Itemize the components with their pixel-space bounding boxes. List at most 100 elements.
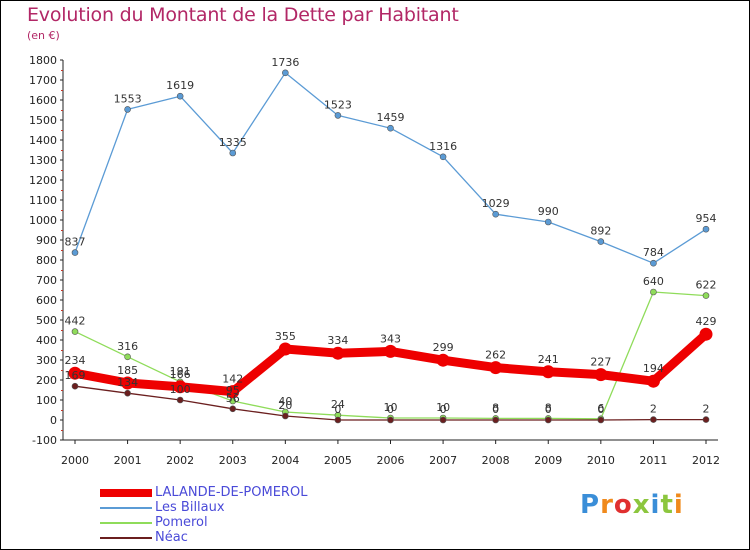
logo-letter: x bbox=[632, 490, 651, 520]
data-label: 185 bbox=[117, 364, 138, 377]
data-point bbox=[541, 365, 555, 379]
data-label: 837 bbox=[65, 236, 86, 249]
data-label: 40 bbox=[278, 395, 292, 408]
data-label: 2 bbox=[703, 403, 710, 416]
data-point bbox=[702, 225, 710, 233]
data-point bbox=[71, 249, 79, 256]
data-point bbox=[282, 412, 289, 420]
data-label: 1523 bbox=[324, 98, 352, 111]
y-tick-label: 1300 bbox=[29, 154, 57, 167]
data-point bbox=[282, 69, 289, 77]
legend-swatch bbox=[100, 507, 152, 509]
data-label: 640 bbox=[643, 275, 664, 288]
data-label: 2 bbox=[650, 403, 657, 416]
legend-item-neac: Néac bbox=[100, 530, 400, 545]
proxiti-logo: Proxiti bbox=[580, 490, 684, 520]
x-tick-label: 2007 bbox=[429, 454, 457, 467]
data-label: 8 bbox=[492, 401, 499, 414]
y-tick-label: 200 bbox=[36, 374, 57, 387]
data-label: 6 bbox=[597, 402, 604, 415]
series-line-1 bbox=[74, 72, 707, 264]
data-point bbox=[173, 380, 187, 394]
x-tick-label: 2000 bbox=[61, 454, 89, 467]
x-tick-label: 2012 bbox=[692, 454, 720, 467]
y-tick-label: 1200 bbox=[29, 174, 57, 187]
data-label: 1335 bbox=[219, 136, 247, 149]
data-point bbox=[229, 149, 237, 157]
data-labels: 8371553161913351736152314591316102999089… bbox=[65, 56, 717, 416]
data-label: 1316 bbox=[429, 140, 457, 153]
data-label: 990 bbox=[538, 205, 559, 218]
data-label: 0 bbox=[440, 403, 447, 416]
data-label: 142 bbox=[222, 373, 243, 386]
data-point bbox=[492, 416, 499, 424]
data-label: 622 bbox=[696, 279, 717, 292]
data-point bbox=[439, 153, 447, 161]
x-tick-label: 2003 bbox=[219, 454, 247, 467]
logo-letter: t bbox=[660, 490, 674, 520]
data-label: 234 bbox=[65, 354, 86, 367]
data-point bbox=[387, 124, 394, 132]
data-label: 191 bbox=[170, 365, 191, 378]
data-point bbox=[436, 353, 450, 367]
data-label: 892 bbox=[590, 225, 611, 238]
y-tick-label: 800 bbox=[36, 254, 57, 267]
x-tick-label: 2002 bbox=[166, 454, 194, 467]
data-point bbox=[176, 396, 184, 404]
y-tick-label: 500 bbox=[36, 314, 57, 327]
y-tick-label: 1000 bbox=[29, 214, 57, 227]
data-label: 227 bbox=[590, 356, 611, 369]
data-point bbox=[650, 259, 657, 267]
data-point bbox=[229, 405, 237, 413]
data-point bbox=[331, 346, 345, 360]
data-label: 1459 bbox=[377, 111, 405, 124]
data-point bbox=[176, 92, 184, 100]
data-point bbox=[226, 385, 240, 399]
data-point bbox=[121, 376, 135, 390]
data-point bbox=[594, 368, 608, 382]
data-label: 10 bbox=[436, 401, 450, 414]
data-point bbox=[387, 416, 394, 424]
data-label: 784 bbox=[643, 246, 664, 259]
data-label: 0 bbox=[334, 403, 341, 416]
data-label: 0 bbox=[387, 403, 394, 416]
x-tick-label: 2011 bbox=[639, 454, 667, 467]
x-tick-label: 2008 bbox=[482, 454, 510, 467]
data-label: 429 bbox=[696, 315, 717, 328]
data-point bbox=[597, 416, 605, 424]
data-point bbox=[544, 218, 552, 226]
y-tick-label: 400 bbox=[36, 334, 57, 347]
data-point bbox=[278, 342, 292, 356]
data-point bbox=[68, 366, 82, 380]
data-label: 100 bbox=[170, 383, 191, 396]
data-label: 343 bbox=[380, 332, 401, 345]
y-tick-label: 1400 bbox=[29, 134, 57, 147]
legend-label: LALANDE-DE-POMEROL bbox=[155, 485, 308, 500]
data-label: 0 bbox=[597, 403, 604, 416]
x-tick-label: 2010 bbox=[587, 454, 615, 467]
data-label: 1029 bbox=[482, 197, 510, 210]
data-point bbox=[650, 288, 657, 296]
logo-letter: P bbox=[580, 490, 601, 520]
legend-label: Néac bbox=[155, 530, 188, 545]
data-label: 334 bbox=[327, 334, 348, 347]
data-point bbox=[699, 327, 713, 341]
series-lines bbox=[68, 69, 713, 424]
data-label: 169 bbox=[65, 369, 86, 382]
data-label: 0 bbox=[545, 403, 552, 416]
data-point bbox=[646, 374, 660, 388]
data-label: 316 bbox=[117, 340, 138, 353]
data-point bbox=[124, 353, 131, 361]
x-tick-label: 2004 bbox=[271, 454, 299, 467]
data-label: 166 bbox=[170, 368, 191, 381]
legend-swatch bbox=[100, 489, 152, 497]
logo-letter: o bbox=[613, 490, 633, 520]
legend-item-pomerol: Pomerol bbox=[100, 515, 400, 530]
data-point bbox=[650, 416, 657, 423]
y-tick-label: 900 bbox=[36, 234, 57, 247]
y-tick-label: 700 bbox=[36, 274, 57, 287]
y-tick-label: 1100 bbox=[29, 194, 57, 207]
legend: LALANDE-DE-POMEROL Les Billaux Pomerol N… bbox=[100, 485, 400, 545]
logo-letter: i bbox=[673, 490, 684, 520]
